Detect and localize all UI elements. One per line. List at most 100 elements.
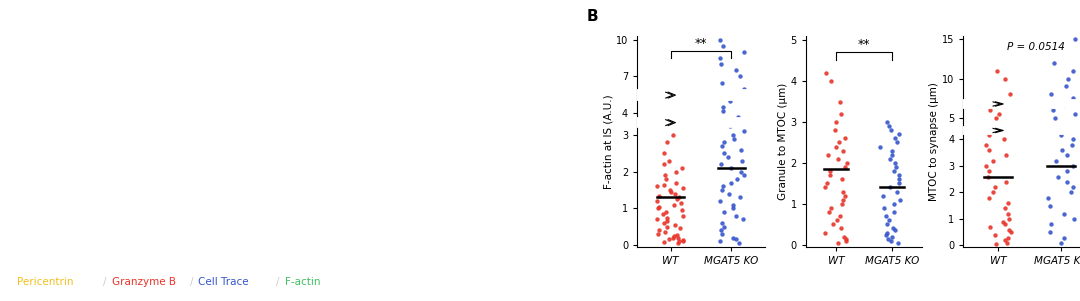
Point	[833, 201, 850, 206]
Point	[875, 206, 892, 210]
Point	[1000, 235, 1017, 240]
Point	[1055, 126, 1072, 131]
Point	[732, 147, 750, 152]
Point	[724, 202, 741, 207]
Text: /: /	[103, 278, 106, 287]
Bar	[963, 127, 1080, 133]
Point	[998, 179, 1015, 184]
Point	[878, 119, 895, 124]
Point	[667, 180, 685, 185]
Point	[665, 236, 683, 241]
Point	[728, 237, 745, 242]
Point	[662, 189, 679, 194]
Point	[669, 197, 686, 202]
Point	[735, 50, 753, 54]
Point	[664, 133, 681, 138]
Point	[650, 228, 667, 233]
Point	[820, 209, 837, 214]
Point	[891, 177, 908, 182]
Point	[716, 224, 733, 229]
Point	[1044, 108, 1062, 113]
Point	[999, 100, 1016, 105]
Point	[886, 201, 903, 206]
Point	[827, 144, 845, 149]
Point	[1047, 116, 1064, 121]
Point	[667, 232, 685, 237]
Point	[996, 76, 1013, 81]
Point	[673, 208, 690, 213]
Point	[833, 226, 850, 231]
Point	[714, 184, 731, 189]
Point	[1053, 148, 1070, 153]
Point	[1041, 230, 1058, 235]
Point	[658, 177, 675, 182]
Point	[1062, 190, 1079, 195]
Point	[724, 235, 741, 240]
Point	[656, 182, 673, 187]
Point	[650, 193, 667, 198]
Point	[998, 240, 1015, 245]
Point	[998, 153, 1015, 158]
Text: Pericentrin: Pericentrin	[17, 278, 73, 287]
Text: B: B	[586, 9, 598, 24]
Point	[733, 158, 751, 163]
Point	[987, 242, 1004, 247]
Point	[989, 68, 1007, 73]
Point	[999, 211, 1016, 216]
Point	[735, 173, 753, 178]
Point	[1057, 84, 1075, 89]
Point	[728, 177, 745, 182]
Point	[880, 218, 897, 223]
Point	[667, 169, 685, 174]
Bar	[637, 118, 765, 126]
Point	[822, 79, 839, 84]
Point	[1055, 235, 1072, 240]
Point	[712, 56, 729, 61]
Point	[718, 92, 735, 97]
Point	[1041, 203, 1058, 208]
Point	[980, 174, 997, 179]
Point	[656, 162, 673, 167]
Point	[821, 173, 838, 178]
Point	[819, 181, 836, 186]
Point	[715, 151, 732, 156]
Point	[712, 37, 729, 42]
Point	[994, 219, 1011, 224]
Text: A: A	[6, 9, 18, 24]
Point	[1001, 92, 1018, 97]
Point	[725, 136, 742, 141]
Point	[672, 200, 689, 205]
Point	[879, 236, 896, 241]
Point	[827, 119, 845, 124]
Point	[878, 230, 895, 235]
Point	[649, 217, 666, 222]
Point	[886, 136, 903, 141]
Point	[665, 233, 683, 238]
Point	[721, 98, 739, 103]
Point	[828, 218, 846, 223]
Point	[816, 185, 834, 190]
Point	[673, 166, 690, 170]
Point	[872, 144, 889, 149]
Point	[730, 241, 747, 246]
Y-axis label: MTOC to synapse (μm): MTOC to synapse (μm)	[929, 82, 940, 201]
Text: Granzyme B: Granzyme B	[111, 278, 176, 287]
Point	[654, 211, 672, 216]
Point	[1064, 142, 1080, 147]
Point	[1058, 179, 1076, 184]
Point	[986, 232, 1003, 237]
Point	[1066, 36, 1080, 41]
Text: P = 0.0514: P = 0.0514	[1008, 42, 1065, 52]
Point	[993, 126, 1010, 131]
Point	[1053, 133, 1070, 138]
Point	[714, 104, 731, 109]
Point	[883, 152, 901, 157]
Point	[1065, 137, 1080, 142]
Point	[649, 231, 666, 236]
Point	[982, 108, 999, 113]
Point	[1000, 227, 1017, 232]
Point	[887, 160, 904, 165]
Point	[883, 234, 901, 239]
Point	[882, 128, 900, 133]
Point	[887, 165, 904, 169]
